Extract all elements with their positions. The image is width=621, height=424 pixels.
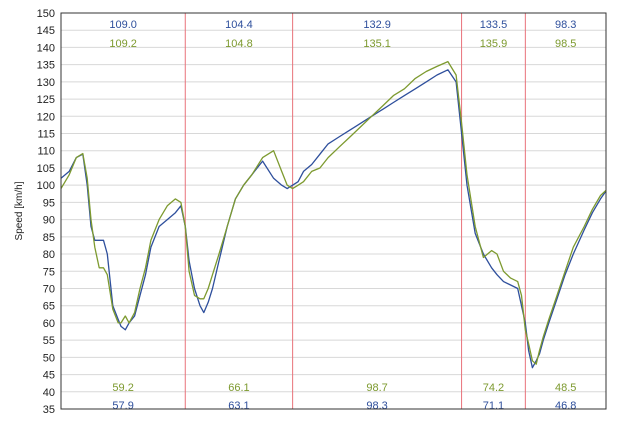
y-tick-label: 120 — [37, 111, 55, 123]
y-tick-label: 80 — [43, 249, 55, 261]
plot-frame — [60, 12, 607, 410]
section-max-blue: 132.9 — [363, 19, 391, 31]
section-min-blue: 71.1 — [483, 400, 504, 412]
section-boundaries — [184, 13, 526, 409]
y-tick-label: 35 — [43, 404, 55, 416]
section-min-green: 59.2 — [112, 382, 133, 394]
section-min-blue: 63.1 — [228, 400, 249, 412]
y-tick-labels: 35 40 45 50 55 60 65 70 75 80 85 90 95 100 105 110 115 12… — [37, 8, 55, 416]
y-tick-label: 150 — [37, 8, 55, 20]
y-tick-label: 65 — [43, 301, 55, 313]
y-tick-label: 110 — [37, 146, 55, 158]
y-tick-label: 100 — [37, 180, 55, 192]
y-tick-label: 40 — [43, 387, 55, 399]
section-min-green: 66.1 — [228, 382, 249, 394]
y-tick-label: 75 — [43, 266, 55, 278]
y-tick-label: 70 — [43, 283, 55, 295]
grid-lines — [61, 29, 606, 393]
y-tick-label: 125 — [37, 94, 55, 106]
y-tick-label: 115 — [37, 129, 55, 141]
section-min-blue: 98.3 — [366, 400, 387, 412]
y-axis-label: Speed [km/h] — [14, 181, 25, 240]
section-annotations: 109.0 109.2 59.2 57.9 104.4 104.8 66.1 63.1 132.… — [109, 19, 576, 412]
section-min-blue: 46.8 — [555, 400, 576, 412]
section-max-blue: 104.4 — [225, 19, 253, 31]
section-max-green: 135.9 — [480, 38, 508, 50]
y-tick-label: 50 — [43, 352, 55, 364]
series-line-2 — [60, 60, 607, 365]
y-tick-label: 55 — [43, 335, 55, 347]
section-max-green: 109.2 — [109, 38, 137, 50]
y-tick-label: 135 — [37, 60, 55, 72]
series-lines — [60, 60, 607, 369]
y-tick-label: 85 — [43, 232, 55, 244]
y-tick-label: 90 — [43, 215, 55, 227]
section-max-blue: 109.0 — [109, 19, 137, 31]
section-max-green: 98.5 — [555, 38, 576, 50]
section-max-green: 135.1 — [363, 38, 391, 50]
y-tick-label: 145 — [37, 25, 55, 37]
section-max-green: 104.8 — [225, 38, 253, 50]
section-max-blue: 133.5 — [480, 19, 508, 31]
y-tick-label: 105 — [37, 163, 55, 175]
y-tick-label: 45 — [43, 370, 55, 382]
y-tick-label: 130 — [37, 77, 55, 89]
y-tick-label: 60 — [43, 318, 55, 330]
y-tick-label: 140 — [37, 42, 55, 54]
section-min-green: 98.7 — [366, 382, 387, 394]
section-min-green: 74.2 — [483, 382, 504, 394]
y-tick-label: 95 — [43, 197, 55, 209]
section-max-blue: 98.3 — [555, 19, 576, 31]
section-min-blue: 57.9 — [112, 400, 133, 412]
section-min-green: 48.5 — [555, 382, 576, 394]
